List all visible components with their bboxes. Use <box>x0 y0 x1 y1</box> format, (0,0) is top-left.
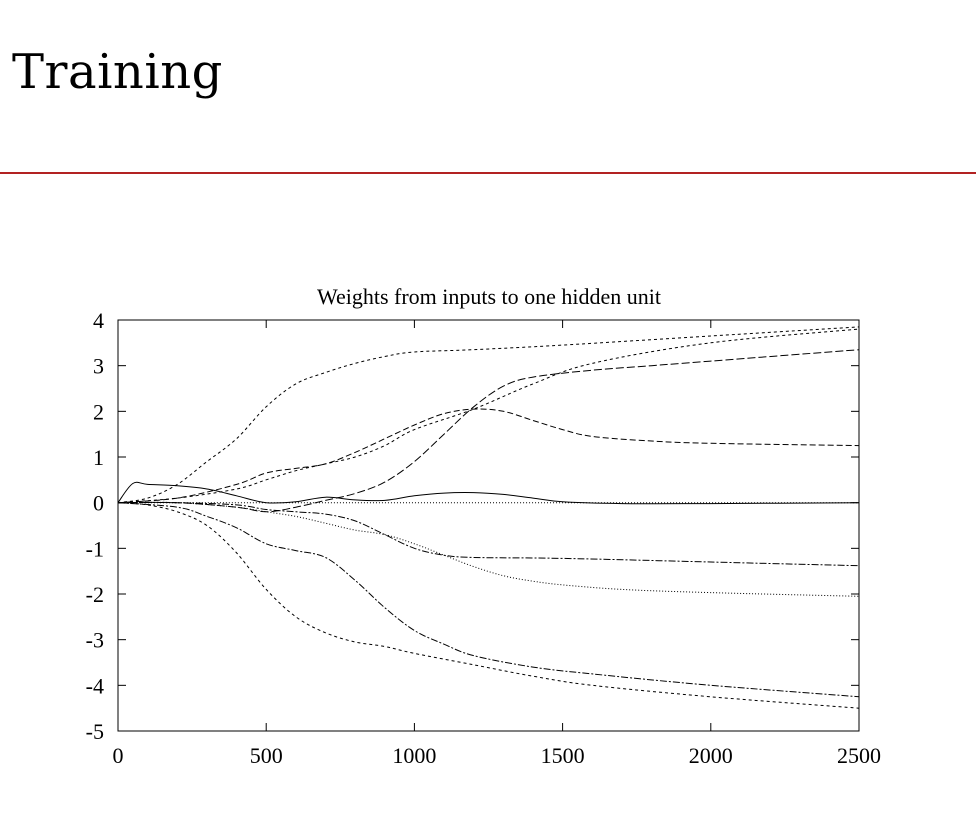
series-line-6 <box>117 349 860 513</box>
title-divider <box>0 172 976 174</box>
y-tick-label: -4 <box>86 673 104 698</box>
x-tick-label: 1000 <box>392 743 436 768</box>
series-line-8 <box>117 502 860 567</box>
series-line-7 <box>117 501 860 597</box>
series-line-9 <box>117 502 860 698</box>
series-line-10 <box>117 502 860 709</box>
y-tick-label: -1 <box>86 536 104 561</box>
x-tick-label: 0 <box>113 743 124 768</box>
y-tick-label: -5 <box>86 719 104 744</box>
y-tick-label: 3 <box>93 354 104 379</box>
series-line-4 <box>117 328 860 504</box>
y-tick-label: -3 <box>86 628 104 653</box>
x-tick-label: 2500 <box>837 743 881 768</box>
x-tick-label: 500 <box>250 743 283 768</box>
y-tick-label: 2 <box>93 399 104 424</box>
chart-title: Weights from inputs to one hidden unit <box>317 284 661 309</box>
series-line-3 <box>117 326 860 504</box>
x-tick-label: 2000 <box>689 743 733 768</box>
series-layer <box>117 326 860 709</box>
y-tick-label: 1 <box>93 445 104 470</box>
y-tick-label: 4 <box>93 308 104 333</box>
plot-frame <box>117 319 860 732</box>
x-tick-label: 1500 <box>541 743 585 768</box>
y-tick-label: 0 <box>93 491 104 516</box>
ticks-layer: 0 500 1000 1500 2000 2500 -5 -4 -3 -2 -1 0 1 2 3 4 <box>86 308 881 768</box>
y-tick-label: -2 <box>86 582 104 607</box>
slide-title: Training <box>12 44 223 100</box>
series-line-1 <box>117 481 860 505</box>
series-line-5 <box>117 408 860 504</box>
